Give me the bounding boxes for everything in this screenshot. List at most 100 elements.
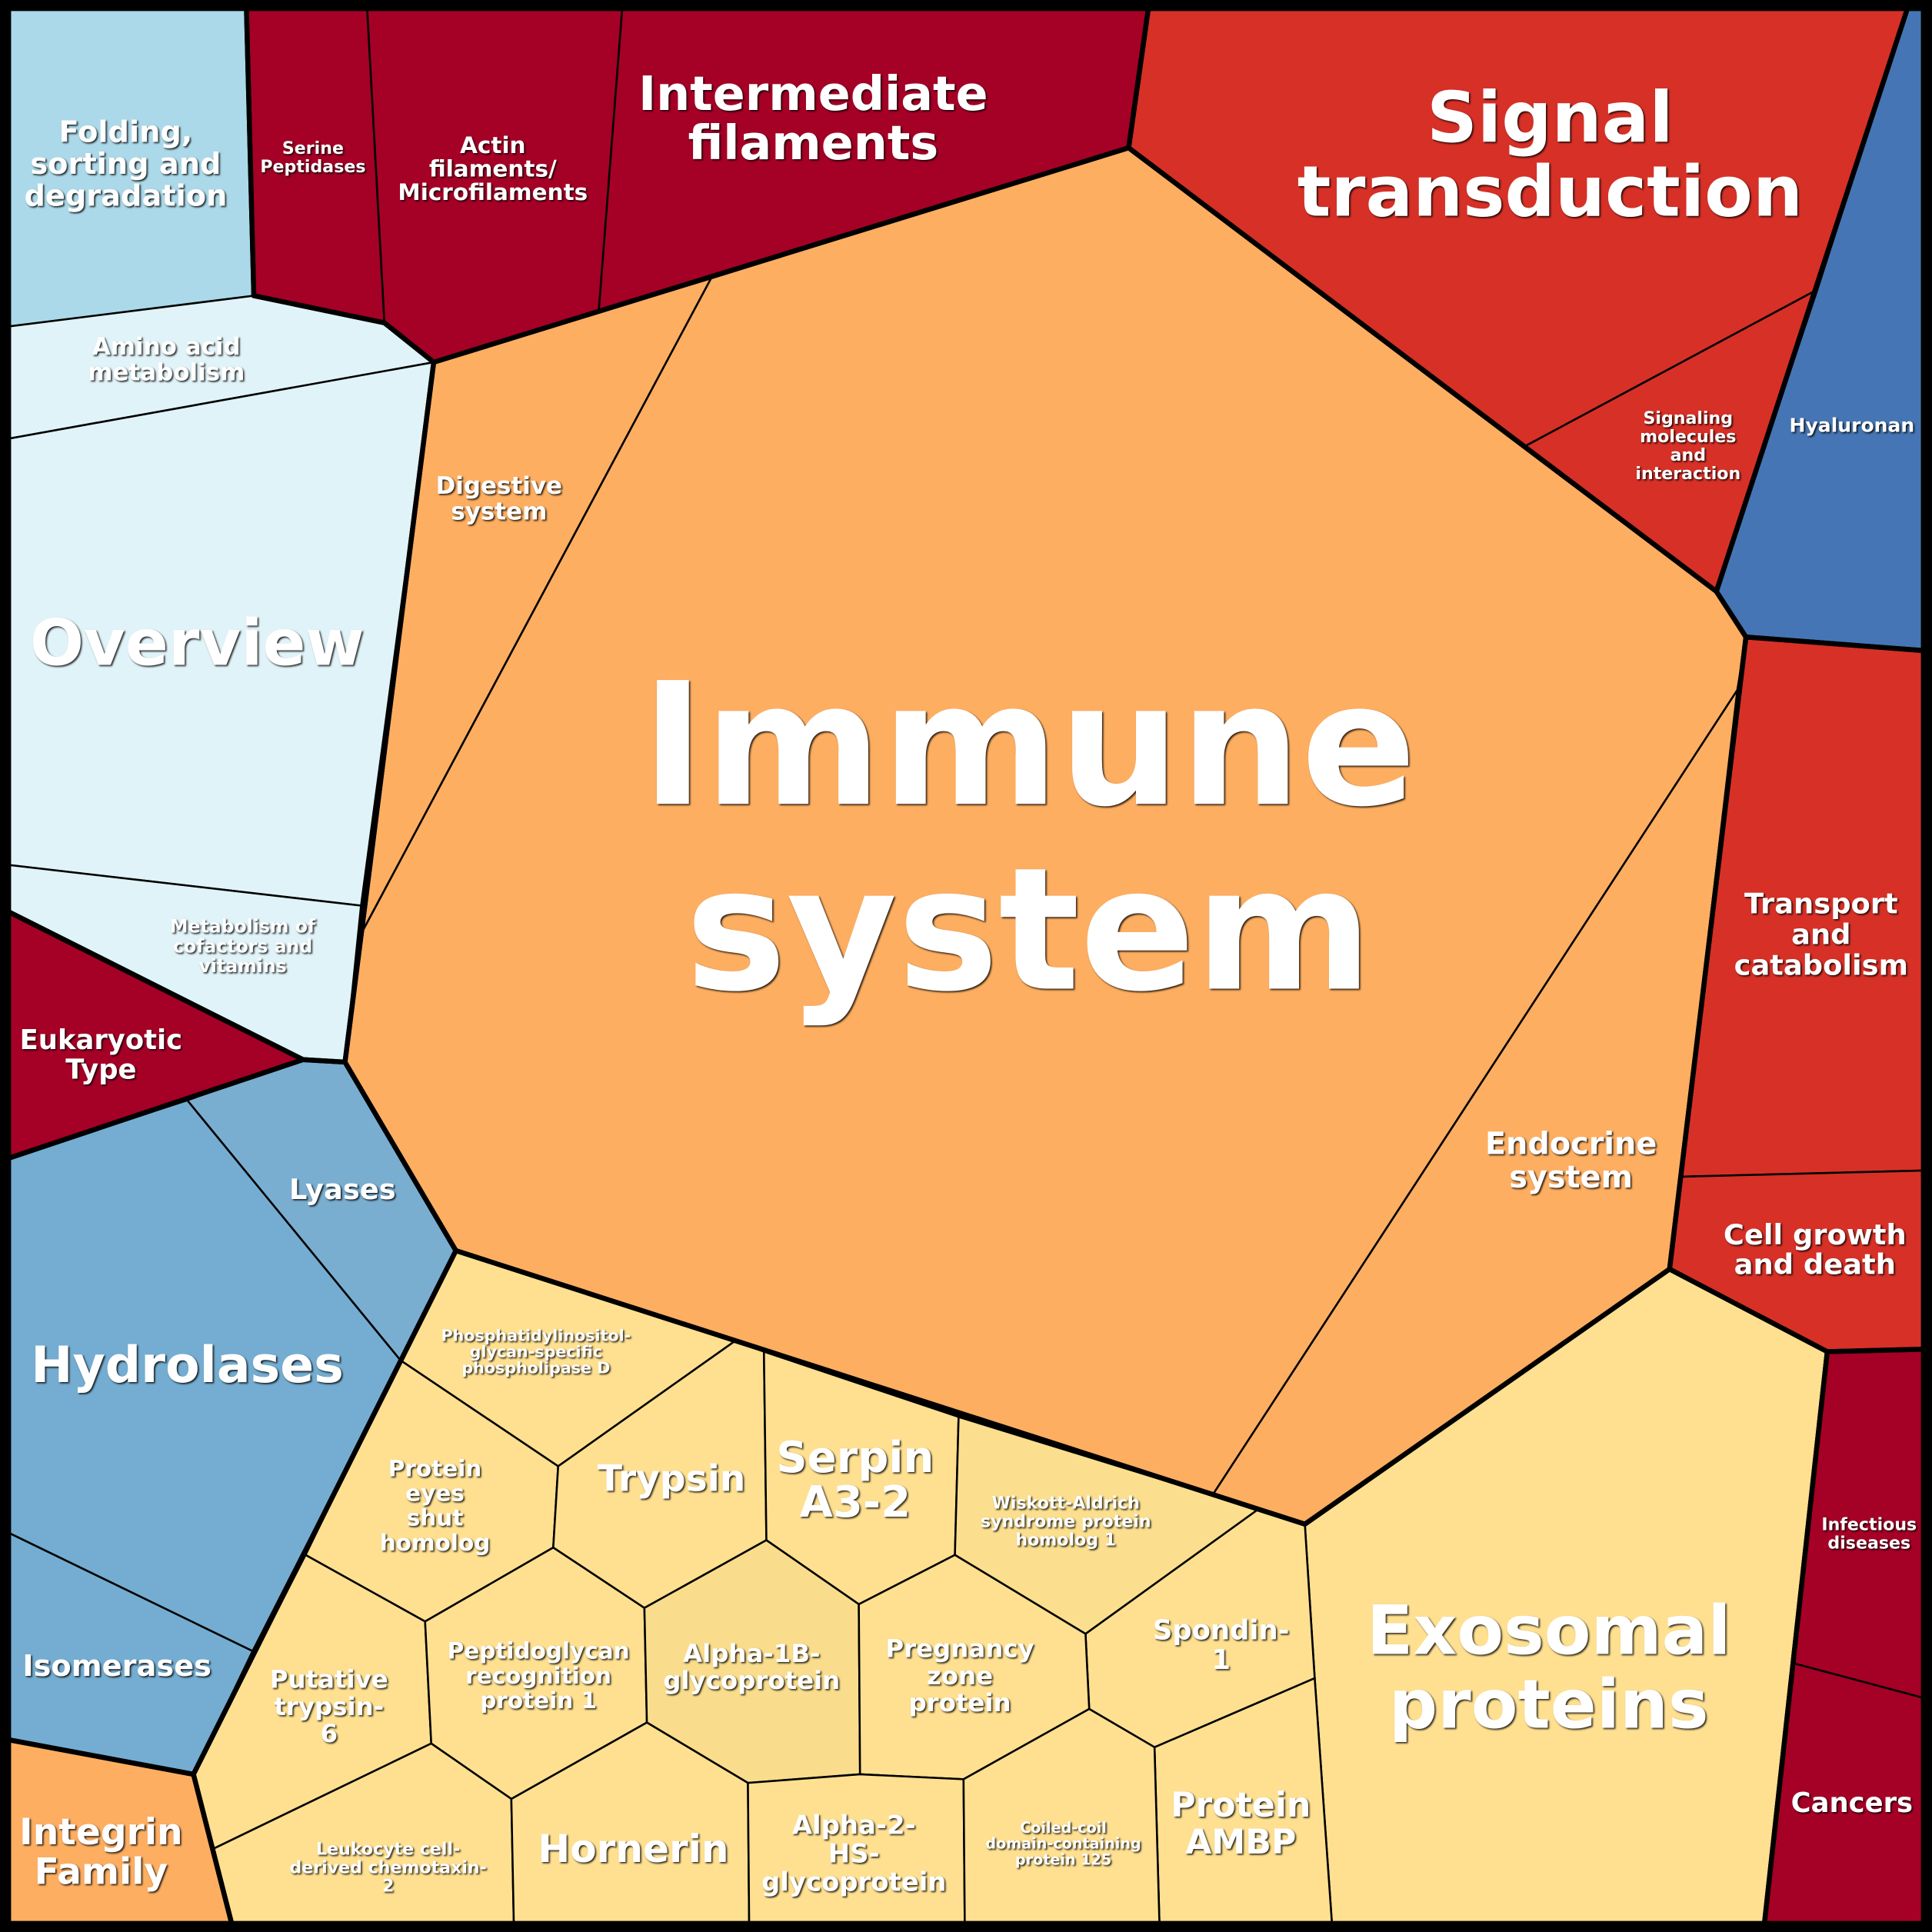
label-line: trypsin- bbox=[274, 1692, 384, 1721]
label-line: homolog bbox=[380, 1530, 491, 1556]
label-leukocyte-cell-derived-chemotaxin-2: Leukocyte cell-derived chemotaxin-2 bbox=[289, 1840, 486, 1897]
label-line: glycan-specific bbox=[470, 1342, 603, 1361]
label-trypsin: Trypsin bbox=[598, 1457, 746, 1500]
label-line: interaction bbox=[1635, 464, 1740, 484]
label-line: Microfilaments bbox=[398, 179, 588, 205]
label-cancers: Cancers bbox=[1791, 1787, 1913, 1818]
label-line: and death bbox=[1734, 1247, 1896, 1281]
cell-coiled-coil-domain-containing-protein-125 bbox=[962, 1707, 1161, 1925]
label-line: Intermediate bbox=[638, 66, 988, 122]
label-serpin-a3-2: Serpin A3-2 bbox=[776, 1433, 934, 1527]
label-line: Lyases bbox=[289, 1172, 396, 1205]
label-line: and bbox=[1671, 445, 1706, 465]
label-line: Cancers bbox=[1791, 1787, 1913, 1818]
label-line: Protein bbox=[388, 1456, 482, 1482]
label-line: 2 bbox=[382, 1877, 394, 1897]
label-protein-eyes-shut-homolog: Protein eyes shut homolog bbox=[380, 1456, 491, 1556]
label-wiskott-aldrich-syndrome-protein-homolog-1: Wiskott-Aldrich syndrome protein homolog 1 bbox=[981, 1493, 1151, 1550]
label-protein-ambp: Protein AMBP bbox=[1171, 1785, 1311, 1861]
label-line: diseases bbox=[1827, 1534, 1910, 1554]
label-line: degradation bbox=[24, 178, 227, 213]
label-line: Leukocyte cell- bbox=[316, 1840, 460, 1860]
label-line: Signal bbox=[1427, 76, 1674, 158]
label-line: Isomerases bbox=[22, 1648, 212, 1683]
label-line: Eukaryotic bbox=[20, 1024, 182, 1056]
label-line: Integrin bbox=[19, 1811, 182, 1854]
label-line: Protein bbox=[1171, 1785, 1311, 1824]
label-line: transduction bbox=[1297, 150, 1803, 232]
label-line: Amino acid bbox=[92, 333, 241, 361]
label-line: Digestive bbox=[436, 472, 562, 500]
label-line: Serine bbox=[282, 138, 344, 158]
label-phosphatidylinositol-glycan-specific-phospholipase-d: Phosphatidylinositol-glycan-specific phos… bbox=[441, 1327, 631, 1377]
label-line: homolog 1 bbox=[1015, 1531, 1116, 1551]
label-line: A3-2 bbox=[800, 1477, 911, 1527]
label-line: derived chemotaxin- bbox=[289, 1858, 486, 1878]
label-pregnancy-zone-protein: Pregnancy zone protein bbox=[885, 1634, 1034, 1717]
label-line: Coiled-coil bbox=[1020, 1818, 1107, 1836]
label-hyaluronan: Hyaluronan bbox=[1790, 414, 1915, 436]
label-line: Infectious bbox=[1821, 1515, 1917, 1535]
label-line: filaments/ bbox=[429, 155, 557, 182]
label-metabolism-of-cofactors-and-vitamins: Metabolism of cofactors and vitamins bbox=[170, 916, 316, 977]
label-hornerin: Hornerin bbox=[538, 1826, 728, 1871]
label-endocrine-system: Endocrine system bbox=[1485, 1126, 1657, 1194]
label-putative-trypsin-6: Putative trypsin-6 bbox=[270, 1665, 388, 1748]
label-line: Family bbox=[35, 1850, 168, 1893]
label-line: Exosomal bbox=[1367, 1591, 1731, 1670]
label-line: Folding, bbox=[58, 115, 192, 149]
label-isomerases: Isomerases bbox=[22, 1648, 212, 1683]
label-line: Peptidoglycan bbox=[448, 1638, 630, 1664]
label-folding-sorting-and-degradation: Folding, sorting and degradation bbox=[24, 115, 227, 213]
label-line: Cell growth bbox=[1724, 1218, 1907, 1251]
label-coiled-coil-domain-containing-protein-125: Coiled-coil domain-containing protein 125 bbox=[985, 1818, 1141, 1868]
label-transport-and-catabolism: Transport and catabolism bbox=[1734, 887, 1908, 981]
label-line: 1 bbox=[1211, 1644, 1231, 1675]
label-line: syndrome protein bbox=[981, 1512, 1151, 1532]
label-line: Alpha-1B- bbox=[683, 1639, 820, 1668]
label-line: Spondin- bbox=[1153, 1614, 1290, 1646]
label-line: Type bbox=[65, 1054, 136, 1085]
label-spondin-1: Spondin-1 bbox=[1153, 1614, 1290, 1675]
label-line: shut bbox=[407, 1505, 464, 1531]
label-immune-system: Immune system bbox=[641, 647, 1417, 1029]
label-lyases: Lyases bbox=[289, 1172, 396, 1205]
label-line: phospholipase D bbox=[461, 1358, 610, 1377]
label-line: molecules bbox=[1640, 427, 1736, 447]
label-line: Phosphatidylinositol- bbox=[441, 1327, 631, 1345]
label-line: Hydrolases bbox=[31, 1337, 344, 1394]
label-line: HS- bbox=[828, 1838, 880, 1868]
label-signaling-molecules-and-interaction: Signaling molecules and interaction bbox=[1635, 408, 1740, 484]
label-overview: Overview bbox=[30, 606, 365, 680]
label-line: Immune bbox=[641, 647, 1417, 844]
label-infectious-diseases: Infectious diseases bbox=[1821, 1515, 1917, 1554]
label-line: 6 bbox=[320, 1719, 338, 1748]
label-line: system bbox=[1509, 1160, 1633, 1195]
label-exosomal-proteins: Exosomal proteins bbox=[1367, 1591, 1731, 1744]
label-line: Actin bbox=[460, 132, 525, 158]
label-hydrolases: Hydrolases bbox=[31, 1337, 344, 1394]
label-line: zone bbox=[927, 1661, 993, 1690]
label-line: domain-containing bbox=[985, 1834, 1141, 1852]
label-amino-acid-metabolism: Amino acid metabolism bbox=[88, 333, 245, 387]
label-integrin-family: Integrin Family bbox=[19, 1811, 182, 1893]
label-line: Peptidases bbox=[260, 157, 365, 177]
label-line: recognition bbox=[465, 1663, 611, 1689]
label-line: eyes bbox=[405, 1481, 465, 1507]
label-line: AMBP bbox=[1185, 1823, 1296, 1862]
label-serine-peptidases: Serine Peptidases bbox=[260, 138, 365, 177]
label-line: Pregnancy bbox=[885, 1634, 1034, 1664]
label-line: Signaling bbox=[1643, 408, 1733, 428]
label-line: Endocrine bbox=[1485, 1126, 1657, 1161]
label-line: glycoprotein bbox=[761, 1867, 946, 1897]
label-actin-filaments-microfilaments: Actin filaments/Microfilaments bbox=[398, 132, 588, 205]
label-line: Hyaluronan bbox=[1790, 414, 1915, 436]
label-line: Hornerin bbox=[538, 1826, 728, 1871]
label-line: protein 125 bbox=[1015, 1850, 1111, 1868]
label-line: Serpin bbox=[776, 1433, 934, 1483]
label-line: system bbox=[451, 498, 547, 526]
label-line: Transport bbox=[1744, 887, 1898, 920]
label-line: catabolism bbox=[1734, 948, 1908, 981]
label-digestive-system: Digestive system bbox=[436, 472, 562, 526]
